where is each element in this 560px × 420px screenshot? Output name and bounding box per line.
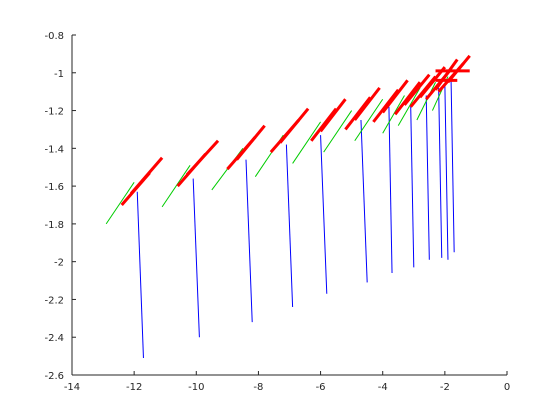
green-segment <box>416 82 436 121</box>
series-red <box>120 54 471 206</box>
x-tick-label: 0 <box>504 382 510 393</box>
green-segment <box>397 87 421 126</box>
red-segment <box>319 98 347 133</box>
y-tick-label: -2.2 <box>44 295 64 306</box>
x-tick-label: -2 <box>440 382 450 393</box>
x-tick-label: -10 <box>188 382 204 393</box>
y-ticks: -2.6 -2.4 -2.2 -2 -1.8 -1.6 -1.4 -1.2 -1 -0.8 <box>44 31 76 382</box>
series-blue <box>136 80 455 359</box>
blue-segment <box>192 178 200 338</box>
red-segment <box>353 86 381 121</box>
y-tick-label: -0.8 <box>44 31 64 42</box>
green-segment <box>292 121 321 164</box>
red-segment <box>403 73 431 106</box>
red-segment <box>381 79 409 114</box>
blue-segment <box>245 159 253 323</box>
green-segment <box>354 98 384 142</box>
x-tick-label: -12 <box>126 382 142 393</box>
x-tick-label: -8 <box>253 382 263 393</box>
green-segment <box>323 110 353 153</box>
y-tick-label: -1.2 <box>44 107 64 118</box>
y-tick-label: -1 <box>54 69 64 80</box>
blue-segment <box>136 191 144 359</box>
y-tick-label: -2 <box>54 258 64 269</box>
red-segment <box>185 139 220 176</box>
y-tick-label: -2.6 <box>44 371 64 382</box>
blue-segment <box>425 95 430 260</box>
blue-segment <box>410 104 415 268</box>
red-segment <box>446 54 471 84</box>
blue-segment <box>388 106 393 274</box>
green-segment <box>382 95 405 134</box>
red-segment <box>372 88 400 123</box>
red-segment <box>393 81 422 116</box>
x-tick-label: -4 <box>378 382 388 393</box>
blue-segment <box>450 80 455 253</box>
red-segment <box>310 107 338 142</box>
x-ticks: -14 -12 -10 -8 -6 -4 -2 0 <box>64 371 510 393</box>
blue-segment <box>444 84 449 260</box>
series-green <box>105 76 449 225</box>
green-segment <box>161 165 191 208</box>
blue-segment <box>320 135 328 294</box>
blue-segment <box>285 144 294 308</box>
blue-segment <box>438 87 443 258</box>
red-segment <box>235 124 266 161</box>
y-tick-label: -1.6 <box>44 182 64 193</box>
red-segment <box>434 58 459 91</box>
x-tick-label: -14 <box>64 382 80 393</box>
y-tick-label: -1.4 <box>44 144 64 155</box>
green-segment <box>105 182 135 225</box>
y-tick-label: -1.8 <box>44 220 64 231</box>
red-segment <box>129 156 164 195</box>
blue-segment <box>360 119 368 283</box>
y-tick-label: -2.4 <box>44 333 64 344</box>
red-segment <box>344 96 372 131</box>
x-tick-label: -6 <box>316 382 326 393</box>
axes: -14 -12 -10 -8 -6 -4 -2 0 -2.6 -2.4 -2.2 -2 -1.8 -1.… <box>44 31 510 393</box>
red-segment <box>279 107 310 144</box>
